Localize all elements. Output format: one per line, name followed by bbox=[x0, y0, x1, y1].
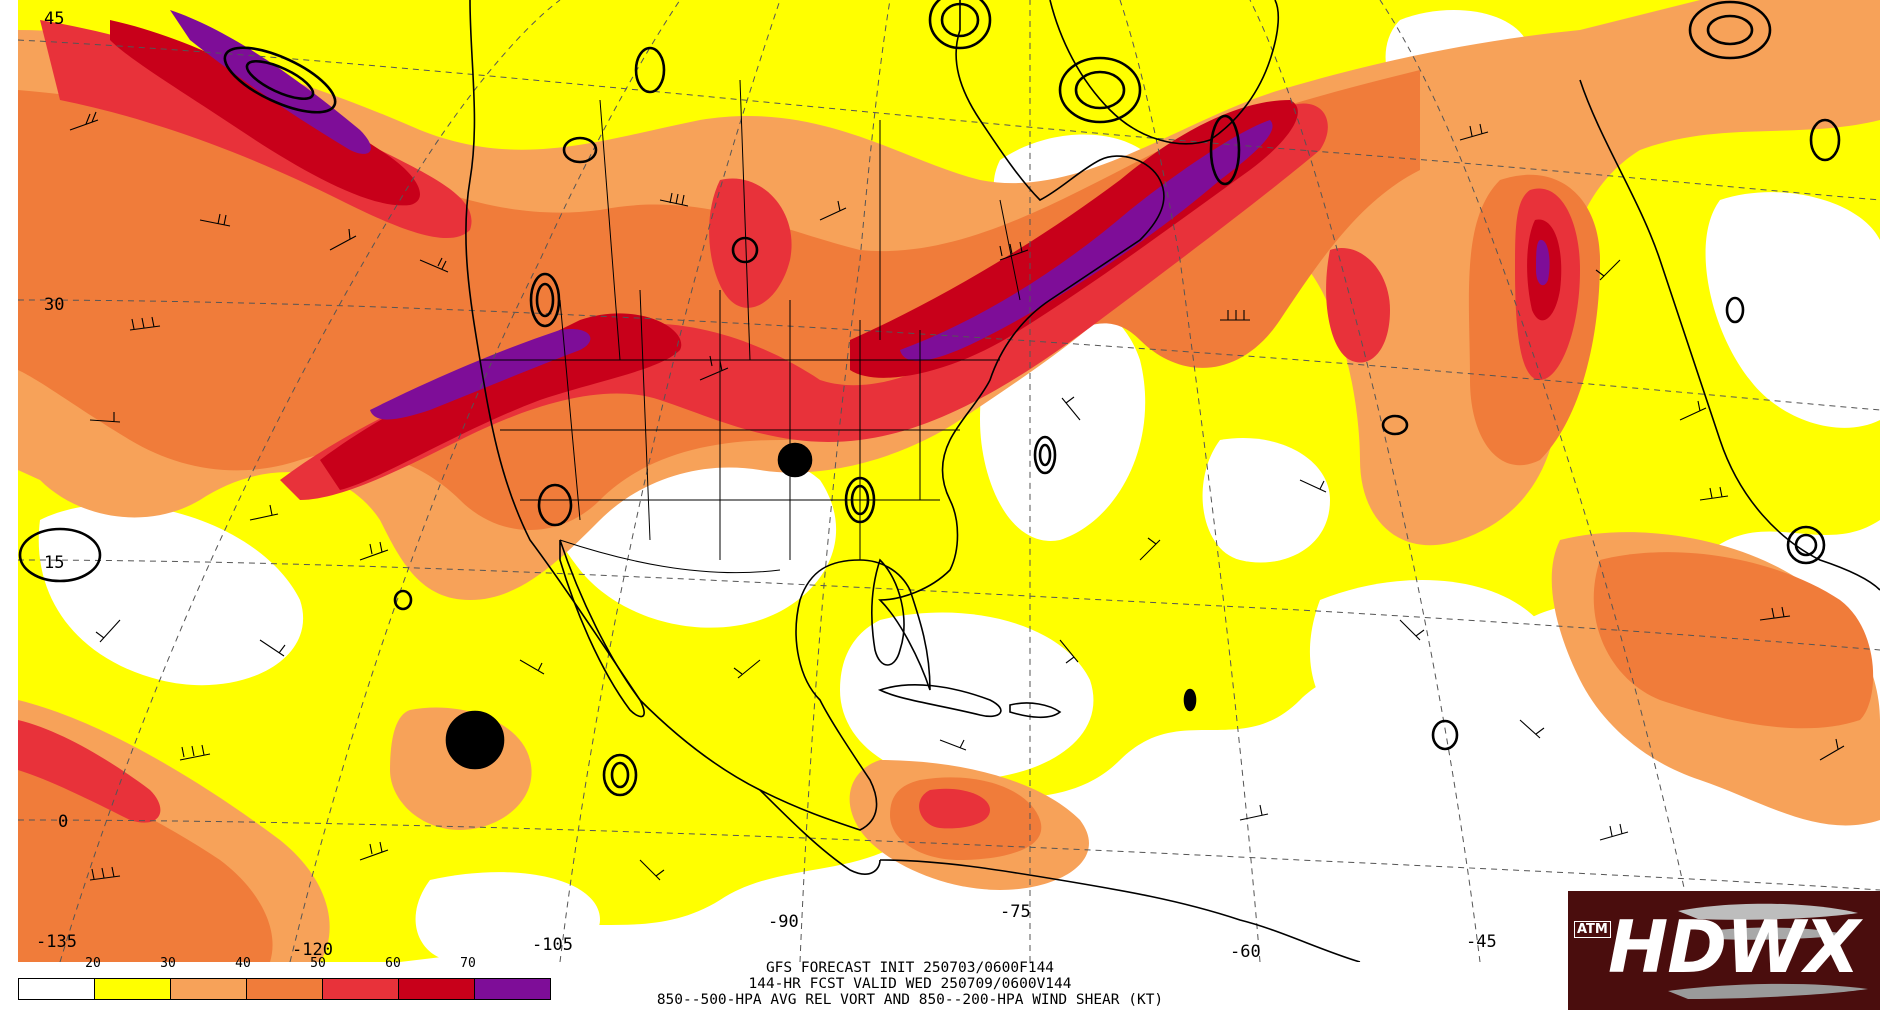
legend-swatch-above-70 bbox=[475, 979, 550, 999]
coastlines bbox=[465, 0, 1880, 962]
north-america-coast bbox=[465, 0, 1165, 831]
legend-label-30: 30 bbox=[160, 956, 176, 971]
lon-label-75: -75 bbox=[1000, 902, 1031, 922]
europe-africa-coast bbox=[1579, 79, 1880, 591]
caption-field-line: 850--500-HPA AVG REL VORT AND 850--200-H… bbox=[656, 992, 1164, 1008]
central-america-coast bbox=[759, 789, 881, 875]
map-caption: GFS FORECAST INIT 250703/0600F144 144-HR… bbox=[560, 960, 1260, 1008]
baja-california-coast bbox=[559, 539, 645, 718]
lon-label-60: -60 bbox=[1230, 942, 1261, 962]
florida-coast bbox=[870, 558, 905, 666]
lat-label-15: 15 bbox=[44, 553, 64, 573]
legend-swatch-60-70 bbox=[399, 979, 475, 999]
lat-label-45: 45 bbox=[44, 9, 64, 29]
caption-init-line: GFS FORECAST INIT 250703/0600F144 bbox=[765, 960, 1055, 976]
lon-label-135: -135 bbox=[36, 932, 77, 952]
legend-label-40: 40 bbox=[235, 956, 251, 971]
legend-swatch-30-40 bbox=[171, 979, 247, 999]
lon-label-105: -105 bbox=[532, 935, 573, 955]
lon-label-120: -120 bbox=[292, 940, 333, 960]
legend-swatch-below-20 bbox=[19, 979, 95, 999]
legend-label-50: 50 bbox=[310, 956, 326, 971]
lon-label-90: -90 bbox=[768, 912, 799, 932]
hispaniola-coast bbox=[1009, 702, 1062, 719]
caption-valid-line: 144-HR FCST VALID WED 250709/0600V144 bbox=[748, 976, 1072, 992]
hdwx-logo-text: HDWX bbox=[1608, 905, 1860, 989]
atm-emblem: ATM bbox=[1574, 921, 1611, 938]
legend-label-60: 60 bbox=[385, 956, 401, 971]
wind-barbs bbox=[69, 111, 1845, 881]
greenland-coast bbox=[1049, 0, 1280, 145]
south-america-coast bbox=[879, 859, 1361, 962]
vorticity-contours bbox=[18, 0, 1841, 797]
legend-label-20: 20 bbox=[85, 956, 101, 971]
lat-label-0: 0 bbox=[58, 812, 68, 832]
legend-label-70: 70 bbox=[460, 956, 476, 971]
political-borders bbox=[480, 79, 1021, 574]
lon-label-45: -45 bbox=[1466, 932, 1497, 952]
lat-label-30: 30 bbox=[44, 295, 64, 315]
cuba-coast bbox=[877, 684, 1002, 718]
legend-color-bar bbox=[18, 978, 551, 1000]
shear-above-70-kt-field bbox=[170, 10, 1550, 420]
legend-swatch-50-60 bbox=[323, 979, 399, 999]
color-legend: 20 30 40 50 60 70 bbox=[18, 956, 551, 1006]
hdwx-logo: ATM HDWX bbox=[1568, 891, 1880, 1010]
legend-swatch-40-50 bbox=[247, 979, 323, 999]
tornado-swirl-icon bbox=[1668, 903, 1868, 999]
graticule bbox=[18, 0, 1880, 962]
legend-swatch-20-30 bbox=[95, 979, 171, 999]
